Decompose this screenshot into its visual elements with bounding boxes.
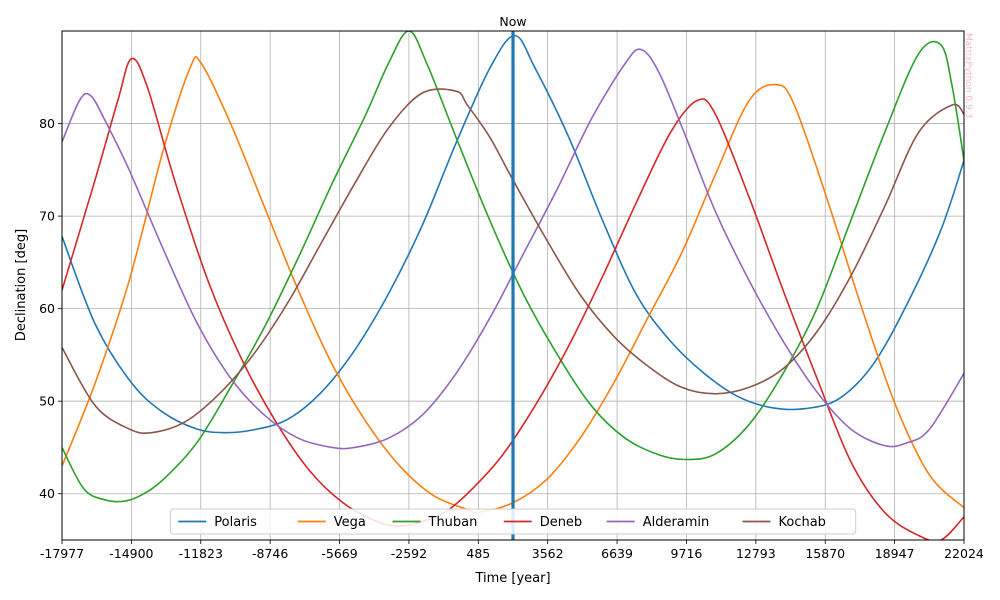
x-tick-label: -17977 [40,546,84,561]
legend-label: Vega [334,515,366,530]
x-tick-label: -8746 [252,546,288,561]
x-tick-label: 18947 [875,546,915,561]
x-tick-label: 12793 [736,546,776,561]
x-tick-label: 15870 [805,546,845,561]
x-tick-label: 9716 [671,546,703,561]
x-tick-label: -2592 [391,546,427,561]
now-marker-label: Now [499,14,526,29]
x-tick-label: -5669 [321,546,357,561]
x-tick-label: -11823 [179,546,223,561]
x-ticks: -17977 -14900 -11823 -8746 -5669 -2592 485 3562… [40,540,984,561]
y-ticks: 40 50 60 70 80 [39,116,62,501]
x-tick-label: 6639 [601,546,633,561]
series-line-deneb [62,57,964,540]
legend-label: Polaris [214,515,257,530]
x-tick-label: 22024 [944,546,984,561]
series-line-thuban [62,31,964,503]
series-line-polaris [62,34,964,434]
watermark: MatrixPython 0.9.3 [963,33,973,118]
series-line-kochab [62,88,964,435]
x-tick-label: -14900 [109,546,153,561]
x-axis-label: Time [year] [474,571,550,586]
legend-label: Alderamin [643,515,710,530]
x-tick-label: 3562 [532,546,564,561]
y-tick-label: 50 [39,394,55,409]
plot-frame [61,30,965,541]
y-tick-label: 40 [39,486,55,501]
x-tick-label: 485 [466,546,490,561]
legend-label: Kochab [779,515,826,530]
y-tick-label: 60 [39,301,55,316]
legend-label: Thuban [428,515,478,530]
y-tick-label: 80 [39,116,55,131]
series-lines [62,31,964,540]
series-line-alderamin [62,48,964,450]
legend: Polaris Vega Thuban Deneb Alderamin Kochab [169,508,857,535]
y-tick-label: 70 [39,209,55,224]
legend-label: Deneb [540,515,583,530]
y-axis-label: Declination [deg] [14,229,29,341]
now-marker: Now [499,14,527,540]
